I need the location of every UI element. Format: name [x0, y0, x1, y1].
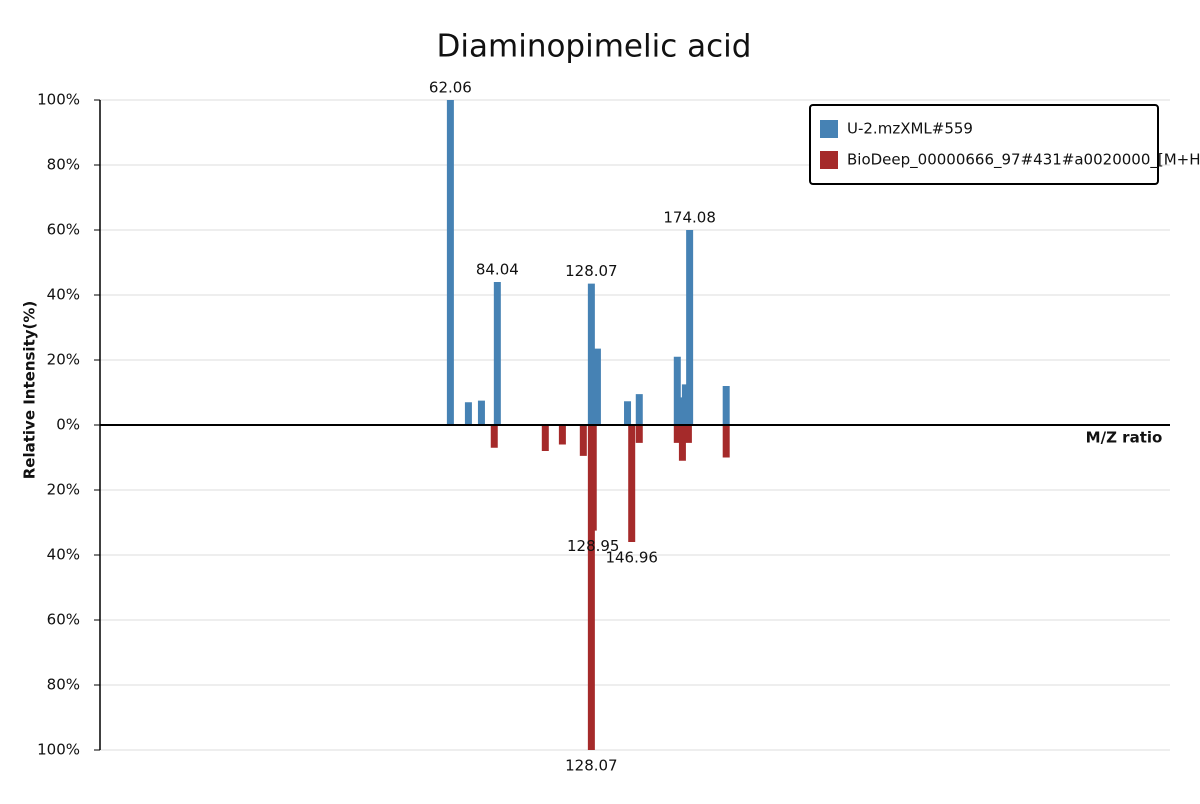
peak-bar — [493, 282, 501, 425]
y-tick-label: 20% — [47, 351, 80, 369]
peak-bar — [541, 425, 549, 451]
peak-label: 128.07 — [565, 757, 618, 775]
y-tick-label: 80% — [47, 156, 80, 174]
peak-bar — [587, 425, 595, 750]
legend-label: U-2.mzXML#559 — [847, 120, 973, 138]
y-tick-label: 100% — [37, 91, 80, 109]
y-tick-label: 80% — [47, 676, 80, 694]
peak-bar — [558, 425, 566, 445]
y-tick-label: 0% — [56, 416, 80, 434]
peak-bar — [477, 400, 485, 425]
peak-bar — [635, 394, 643, 425]
y-axis-label: Relative Intensity(%) — [21, 301, 39, 480]
peak-label: 84.04 — [476, 261, 519, 279]
peak-bar — [628, 425, 636, 542]
peak-bar — [722, 425, 730, 458]
peak-bar — [579, 425, 587, 456]
peak-bar — [446, 100, 454, 425]
x-axis-label: M/Z ratio — [1086, 429, 1163, 447]
peak-bar — [589, 425, 597, 531]
y-tick-label: 60% — [47, 611, 80, 629]
legend-swatch — [820, 151, 838, 169]
peak-bar — [490, 425, 498, 448]
y-tick-label: 100% — [37, 741, 80, 759]
y-tick-label: 60% — [47, 221, 80, 239]
peak-bar — [593, 348, 601, 425]
peak-bar — [464, 402, 472, 425]
peak-bar — [673, 425, 681, 443]
peak-bar — [681, 384, 689, 425]
peak-bar — [587, 283, 595, 425]
legend-label: BioDeep_00000666_97#431#a0020000_[M+H]+ — [847, 151, 1200, 170]
peak-label: 62.06 — [429, 79, 472, 97]
peak-bar — [678, 425, 686, 461]
peak-bar — [673, 356, 681, 425]
peak-bar — [686, 230, 694, 425]
peak-bar — [624, 401, 632, 425]
peak-label: 146.96 — [605, 549, 658, 567]
peak-bar — [635, 425, 643, 443]
peak-bar — [722, 386, 730, 425]
chart-title: Diaminopimelic acid — [437, 29, 752, 65]
legend-swatch — [820, 120, 838, 138]
y-tick-label: 20% — [47, 481, 80, 499]
y-tick-label: 40% — [47, 286, 80, 304]
peak-bar — [684, 425, 692, 443]
peak-label: 174.08 — [663, 209, 716, 227]
peak-label: 128.95 — [567, 537, 620, 555]
y-tick-label: 40% — [47, 546, 80, 564]
peak-label: 128.07 — [565, 262, 618, 280]
legend-box — [809, 104, 1159, 185]
